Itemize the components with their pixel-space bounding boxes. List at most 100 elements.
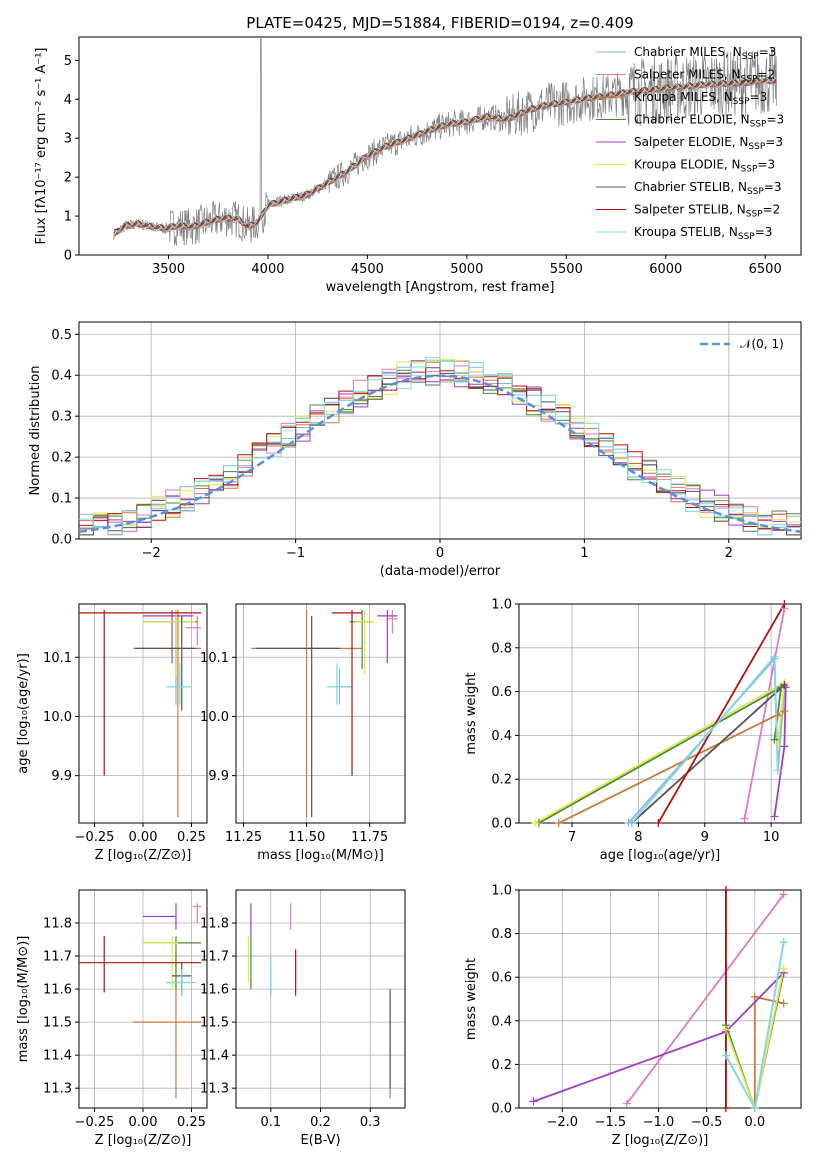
y-tick-label: 11.7: [43, 950, 72, 965]
x-axis-label: wavelength [Angstrom, rest frame]: [326, 280, 555, 295]
y-tick-label: 0.3: [51, 410, 72, 425]
weight-marker-chabrier_elodie: [770, 735, 779, 744]
x-tick-label: 9: [701, 830, 709, 845]
legend-tail: =3: [764, 180, 782, 194]
x-tick-label: 8: [634, 830, 642, 845]
axes-frame: [235, 603, 406, 824]
y-tick-label: 11.7: [200, 950, 229, 965]
y-tick-label: 11.8: [200, 917, 229, 932]
plot-area-mass_vs_Z: [79, 903, 202, 1099]
x-tick-label: −2.0: [547, 1115, 579, 1130]
legend-tail: =2: [757, 68, 775, 82]
x-tick-label: 6000: [649, 262, 682, 277]
legend-label-gauss: 𝒩(0, 1): [740, 337, 784, 351]
x-axis-label: mass [log₁₀(M/M⊙)]: [257, 848, 384, 863]
plot-area-spectrum: [113, 37, 778, 246]
gaussian-curve: [79, 374, 801, 534]
figure-title: PLATE=0425, MJD=51884, FIBERID=0194, z=0…: [246, 14, 633, 32]
y-tick-label: 0.0: [491, 817, 512, 832]
weight-marker-kroupa_miles: [750, 992, 759, 1001]
y-tick-label: 9.9: [51, 769, 72, 784]
legend-sub: SSP: [750, 120, 767, 130]
weight-line-chabrier_stelib: [631, 684, 786, 823]
weight-marker-kroupa_stelib: [773, 766, 782, 775]
y-axis-label: Normed distribution: [28, 366, 43, 496]
axes-frame: [518, 889, 802, 1109]
legend-label-chabrier_stelib: Chabrier STELIB, NSSP=3: [634, 180, 782, 197]
legend-label-kroupa_miles: Kroupa MILES, NSSP=3: [634, 90, 767, 107]
y-tick-label: 1.0: [491, 884, 512, 899]
y-axis-label: age [log₁₀(age/yr)]: [16, 653, 31, 774]
legend-sub: SSP: [741, 165, 758, 175]
x-tick-label: 11.50: [288, 830, 325, 845]
legend-label-salpeter_miles: Salpeter MILES, NSSP=2: [634, 68, 775, 85]
panel-age_vs_Z: −0.25 0.00 0.25 9.9 10.0 10.1 Z [log₁₀(Z/Z⊙)] a…: [16, 603, 208, 863]
plot-area-residuals: [79, 357, 801, 536]
x-tick-label: 0.25: [177, 1115, 206, 1130]
y-tick-label: 4: [64, 93, 72, 108]
y-tick-label: 0.8: [491, 927, 512, 942]
weight-marker-kroupa_miles: [554, 819, 563, 827]
legend-tail: =3: [765, 135, 783, 149]
x-tick-label: 0: [436, 546, 444, 561]
y-tick-label: 0.5: [51, 328, 72, 343]
x-axis-label: age [log₁₀(age/yr)]: [600, 848, 721, 863]
legend-sub: SSP: [748, 142, 765, 152]
panel-mass_vs_Z: −0.25 0.00 0.25 11.3 11.4 11.5 11.6 11.7 11.8 Z […: [16, 889, 208, 1148]
y-tick-label: 11.5: [200, 1016, 229, 1031]
y-tick-label: 3: [64, 132, 72, 147]
x-tick-label: 0.00: [129, 830, 158, 845]
x-axis-label: Z [log₁₀(Z/Z⊙)]: [95, 1133, 192, 1148]
plot-area-age_vs_Z: [79, 609, 202, 818]
y-tick-label: 0.4: [51, 369, 72, 384]
legend-text: Salpeter MILES, N: [634, 68, 741, 82]
y-tick-label: 0.6: [491, 971, 512, 986]
weight-line-kroupa_miles: [558, 710, 785, 823]
y-tick-label: 10.0: [200, 710, 229, 725]
x-tick-label: 5000: [450, 262, 483, 277]
axes-frame: [78, 889, 208, 1109]
histogram-salpeter_elodie: [79, 360, 801, 536]
panel-mass_vs_ebv: 0.1 0.2 0.3 11.3 11.4 11.5 11.6 11.7 11.8 E(B-V): [200, 889, 406, 1148]
y-tick-label: 10.1: [200, 651, 229, 666]
weight-line-salpeter_miles: [743, 608, 786, 819]
y-tick-label: 0.1: [51, 492, 72, 507]
legend-text: Salpeter ELODIE, N: [634, 135, 748, 149]
legend-sub: SSP: [746, 210, 763, 220]
weight-marker-salpeter_stelib: [721, 886, 730, 894]
x-tick-label: 3500: [152, 262, 185, 277]
x-tick-label: 0.0: [744, 1115, 765, 1130]
legend-tail: =2: [763, 203, 781, 217]
model-spectrum-kroupa_stelib: [113, 76, 777, 232]
weight-marker-salpeter_stelib: [654, 819, 663, 827]
weight-marker-kroupa_stelib: [750, 1104, 759, 1112]
weight-marker-kroupa_miles: [780, 707, 789, 716]
x-tick-label: −1.5: [595, 1115, 627, 1130]
axes-frame: [235, 889, 406, 1109]
y-tick-label: 0: [64, 249, 72, 264]
legend-tail: =3: [766, 113, 784, 127]
y-tick-label: 0.4: [491, 1014, 512, 1029]
weight-marker-kroupa_stelib: [779, 938, 788, 947]
y-tick-label: 11.5: [43, 1016, 72, 1031]
legend-tail: =3: [757, 158, 775, 172]
weight-marker-kroupa_miles: [773, 711, 782, 720]
panel-age_vs_mass: 11.25 11.50 11.75 9.9 10.0 10.1 mass [log₁₀(M/…: [200, 603, 406, 863]
legend-sub: SSP: [733, 97, 750, 107]
x-axis-label: E(B-V): [300, 1133, 340, 1148]
axes-frame: [78, 603, 208, 824]
x-tick-label: 1: [580, 546, 588, 561]
histogram-kroupa_stelib: [79, 357, 801, 536]
legend-tail: =3: [755, 225, 773, 239]
y-tick-label: 11.6: [200, 983, 229, 998]
legend-sub: SSP: [741, 75, 758, 85]
y-tick-label: 1.0: [491, 598, 512, 613]
x-tick-label: 0.1: [260, 1115, 281, 1130]
weight-line-kroupa_stelib: [725, 942, 785, 1108]
x-tick-label: −0.25: [75, 1115, 115, 1130]
weight-marker-salpeter_miles: [779, 890, 788, 899]
y-tick-label: 0.2: [491, 773, 512, 788]
y-tick-label: 0.2: [51, 451, 72, 466]
y-tick-label: 0.6: [491, 685, 512, 700]
legend-tail: =3: [750, 90, 768, 104]
